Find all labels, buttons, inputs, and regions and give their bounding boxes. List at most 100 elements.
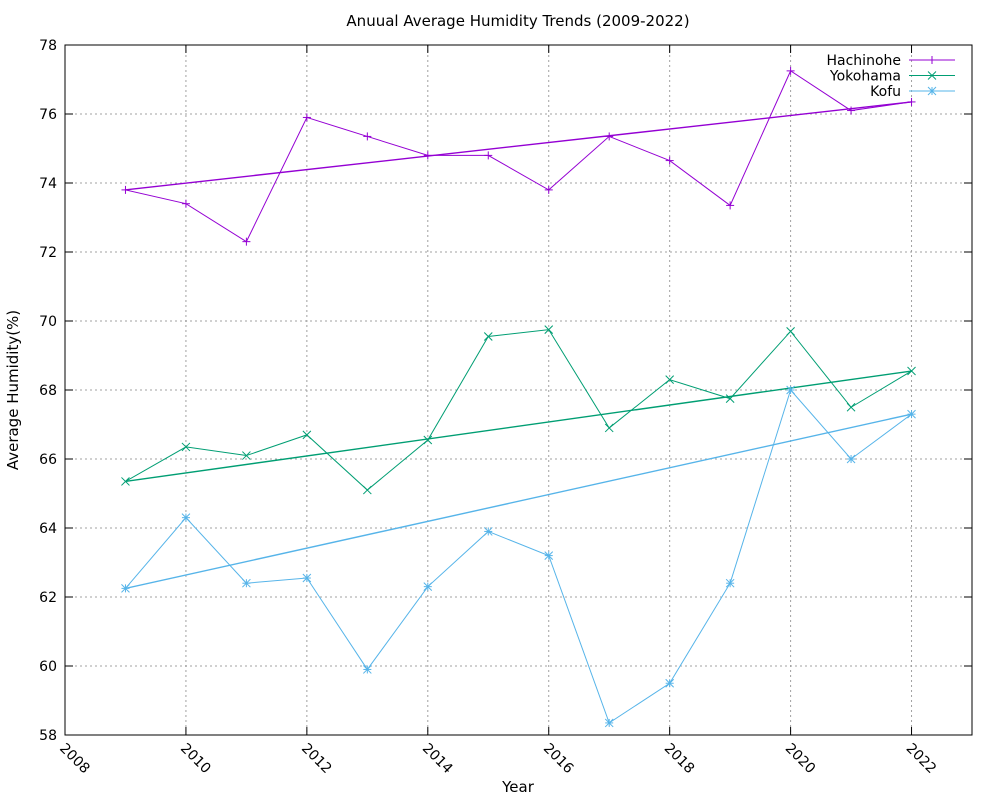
x-axis-label: Year <box>501 778 535 796</box>
marker-stroke <box>907 409 916 419</box>
y-tick-label: 74 <box>39 176 57 192</box>
data-point-kofu <box>302 573 312 583</box>
data-point-hachinohe <box>847 106 856 115</box>
y-tick-label: 62 <box>39 590 57 606</box>
marker-stroke <box>423 435 433 445</box>
series-group <box>121 66 916 728</box>
marker-stroke <box>604 718 614 728</box>
y-axis-label: Average Humidity(%) <box>4 310 22 470</box>
marker-stroke <box>302 430 312 440</box>
legend-label-yokohama: Yokohama <box>829 69 901 85</box>
legend-item-hachinohe: Hachinohe <box>827 53 955 69</box>
data-point-yokohama <box>846 402 856 412</box>
data-point-kofu <box>846 454 856 464</box>
data-point-yokohama <box>604 423 614 433</box>
x-tick-label: 2014 <box>419 741 456 778</box>
marker-stroke <box>121 584 130 593</box>
marker-stroke <box>302 573 312 583</box>
series-hachinohe <box>121 66 916 246</box>
marker-stroke <box>786 385 795 395</box>
series-yokohama <box>121 325 916 495</box>
data-point-hachinohe <box>786 66 795 75</box>
marker-stroke <box>665 678 675 688</box>
data-point-hachinohe <box>242 237 251 246</box>
legend-item-yokohama: Yokohama <box>829 69 955 85</box>
data-point-kofu <box>544 551 554 560</box>
marker-stroke <box>181 513 191 523</box>
series-line-kofu <box>125 389 912 724</box>
data-point-kofu <box>242 578 251 588</box>
x-tick-label: 2016 <box>540 741 577 778</box>
data-point-hachinohe <box>484 151 493 160</box>
marker-stroke <box>927 71 937 80</box>
x-tick-label: 2012 <box>298 741 335 778</box>
data-point-yokohama <box>121 477 130 486</box>
data-point-hachinohe <box>907 97 916 106</box>
data-point-hachinohe <box>302 113 311 122</box>
data-point-yokohama <box>907 366 916 376</box>
data-point-hachinohe <box>423 151 432 160</box>
y-tick-label: 78 <box>39 38 57 54</box>
marker-stroke <box>846 454 856 464</box>
legend-marker-hachinohe <box>928 56 936 64</box>
trend-line-yokohama <box>125 370 912 483</box>
marker-stroke <box>483 332 493 341</box>
data-point-kofu <box>725 578 735 588</box>
marker-stroke <box>846 402 856 412</box>
x-tick-label: 2018 <box>661 741 698 778</box>
y-tick-label: 76 <box>39 107 57 123</box>
grid <box>65 45 972 735</box>
trend-line-hachinohe <box>125 101 912 191</box>
data-point-hachinohe <box>121 185 130 194</box>
marker-stroke <box>121 477 130 486</box>
series-line-yokohama <box>125 329 912 491</box>
marker-stroke <box>544 551 554 560</box>
y-tick-label: 64 <box>39 521 57 537</box>
marker-stroke <box>786 326 795 336</box>
data-point-hachinohe <box>726 201 735 210</box>
data-point-kofu <box>121 584 130 593</box>
data-point-yokohama <box>423 435 433 445</box>
data-point-kofu <box>362 665 372 674</box>
marker-stroke <box>725 578 735 588</box>
data-point-yokohama <box>725 394 735 403</box>
x-tick-label: 2022 <box>903 741 940 778</box>
data-point-hachinohe <box>605 132 614 141</box>
x-tick-label: 2010 <box>177 741 214 778</box>
marker-stroke <box>423 582 433 592</box>
y-tick-label: 58 <box>39 728 57 744</box>
y-tick-label: 60 <box>39 659 57 675</box>
data-point-yokohama <box>242 451 251 460</box>
data-point-kofu <box>423 582 433 592</box>
data-point-yokohama <box>302 430 312 440</box>
data-point-kofu <box>604 718 614 728</box>
series-line-hachinohe <box>125 70 912 243</box>
marker-stroke <box>725 394 735 403</box>
legend-label-kofu: Kofu <box>870 84 901 100</box>
x-tick-label: 2008 <box>56 741 93 778</box>
data-point-yokohama <box>786 326 795 336</box>
data-point-kofu <box>907 409 916 419</box>
marker-stroke <box>544 325 554 334</box>
legend-item-kofu: Kofu <box>870 84 955 100</box>
series-kofu <box>121 385 916 728</box>
marker-stroke <box>665 375 675 385</box>
data-point-hachinohe <box>181 199 190 208</box>
marker-stroke <box>242 451 251 460</box>
data-point-yokohama <box>665 375 675 385</box>
y-tick-label: 66 <box>39 452 57 468</box>
data-point-yokohama <box>362 485 372 495</box>
chart-title: Anuual Average Humidity Trends (2009-202… <box>346 12 689 30</box>
marker-stroke <box>362 665 372 674</box>
data-point-yokohama <box>544 325 554 334</box>
legend-label-hachinohe: Hachinohe <box>827 53 902 69</box>
data-point-hachinohe <box>363 132 372 141</box>
trend-line-kofu <box>125 413 912 590</box>
marker-stroke <box>927 86 937 96</box>
data-point-hachinohe <box>665 156 674 165</box>
y-tick-label: 72 <box>39 245 57 261</box>
marker-stroke <box>362 485 372 495</box>
